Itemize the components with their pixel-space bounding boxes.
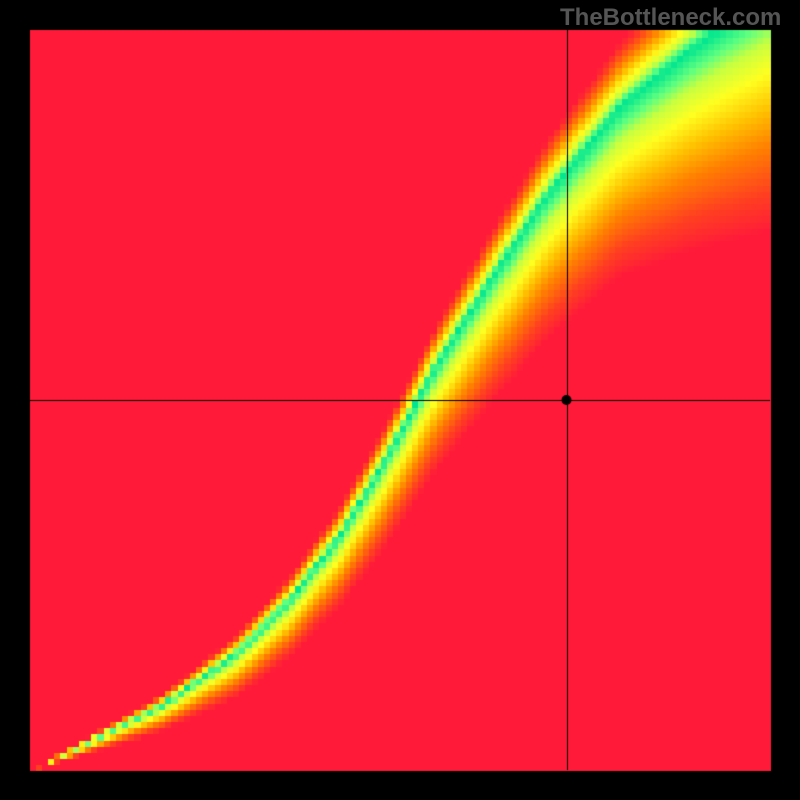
bottleneck-heatmap <box>0 0 800 800</box>
watermark-text: TheBottleneck.com <box>560 4 781 32</box>
